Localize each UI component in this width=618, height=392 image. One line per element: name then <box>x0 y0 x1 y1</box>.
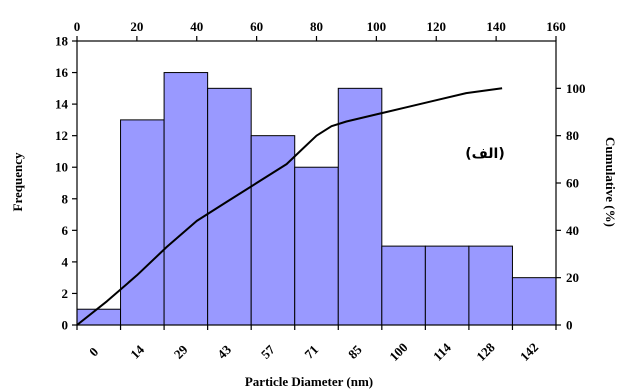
right-tick-label: 60 <box>566 176 579 191</box>
bar-43 <box>207 87 252 326</box>
x-tick-label-100: 100 <box>386 340 410 364</box>
bar-100 <box>381 245 426 326</box>
bar-0 <box>76 308 122 326</box>
panel-annotation: (الف) <box>465 146 505 162</box>
right-tick-label: 100 <box>566 81 586 96</box>
right-tick-label: 80 <box>566 128 579 143</box>
cumulative-line-layer <box>76 87 503 326</box>
right-tick-label: 20 <box>566 270 579 285</box>
bar-71 <box>294 166 339 326</box>
bar-128 <box>468 245 513 326</box>
top-tick-label: 40 <box>190 19 203 34</box>
x-tick-label-43: 43 <box>214 342 234 362</box>
bar-142 <box>511 277 557 326</box>
right-tick-label: 40 <box>566 223 579 238</box>
y-tick-label: 4 <box>62 254 69 269</box>
top-tick-label: 140 <box>486 19 506 34</box>
x-tick-label-0: 0 <box>86 344 101 359</box>
bar-85 <box>337 87 383 326</box>
y-tick-label: 18 <box>55 34 69 49</box>
top-tick-label: 80 <box>310 19 323 34</box>
top-tick-label: 0 <box>74 19 81 34</box>
top-tick-label: 100 <box>367 19 387 34</box>
x-tick-label-57: 57 <box>258 342 278 362</box>
y-tick-label: 16 <box>55 65 69 80</box>
y-tick-label: 14 <box>55 97 69 112</box>
y-tick-label: 12 <box>55 128 68 143</box>
top-tick-label: 160 <box>546 19 566 34</box>
right-tick-label: 0 <box>566 318 573 333</box>
x-tick-label-71: 71 <box>301 342 321 362</box>
top-tick-label: 120 <box>427 19 447 34</box>
x-tick-label-128: 128 <box>473 339 498 364</box>
bar-114 <box>424 245 470 326</box>
x-tick-label-114: 114 <box>430 340 454 364</box>
y-tick-label: 6 <box>62 223 69 238</box>
right-axis-title: Cumulative (%) <box>603 137 618 227</box>
x-axis-title: Particle Diameter (nm) <box>245 374 373 389</box>
bar-29 <box>163 72 209 326</box>
y-tick-label: 10 <box>55 160 68 175</box>
x-tick-label-142: 142 <box>517 340 541 364</box>
x-tick-label-29: 29 <box>171 342 191 362</box>
x-tick-label-85: 85 <box>345 342 365 362</box>
cumulative-line <box>76 87 503 326</box>
y-axis-title: Frequency <box>10 152 25 211</box>
x-tick-label-14: 14 <box>127 342 147 362</box>
bar-57 <box>250 135 296 326</box>
bars-layer <box>76 72 557 326</box>
top-tick-label: 20 <box>130 19 143 34</box>
y-tick-label: 0 <box>62 318 69 333</box>
axes-layer <box>72 36 561 330</box>
y-tick-label: 2 <box>62 286 69 301</box>
bar-14 <box>120 119 165 326</box>
y-tick-label: 8 <box>62 191 69 206</box>
top-tick-label: 60 <box>250 19 263 34</box>
